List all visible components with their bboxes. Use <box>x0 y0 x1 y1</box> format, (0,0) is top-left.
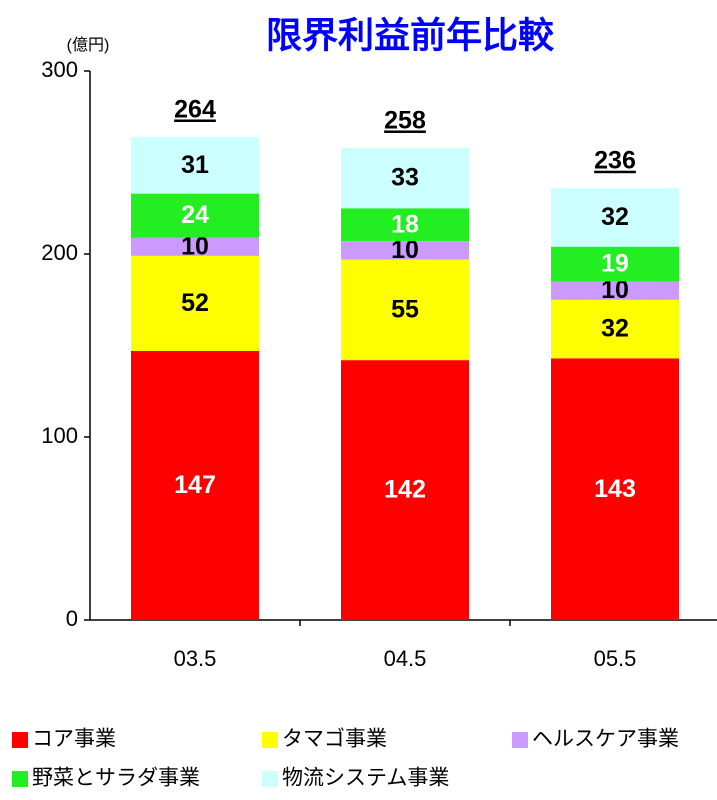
y-unit: (億円) <box>67 36 110 54</box>
legend-label: タマゴ事業 <box>282 728 387 751</box>
bar-segment <box>551 358 679 620</box>
legend-label: 物流システム事業 <box>282 767 449 790</box>
bar-segment <box>341 360 469 620</box>
y-tick-label: 0 <box>66 606 78 631</box>
value-label: 32 <box>601 203 629 231</box>
bar-segment <box>551 188 679 247</box>
x-tick-label: 03.5 <box>174 646 217 671</box>
chart-title: 限界利益前年比較 <box>266 15 555 56</box>
legend-swatch <box>12 732 28 748</box>
bar-segment <box>131 193 259 238</box>
value-label: 143 <box>594 475 636 503</box>
bar-segment <box>131 237 259 256</box>
bar-segment <box>551 281 679 300</box>
bar-segment <box>551 299 679 359</box>
value-label: 19 <box>601 250 629 278</box>
y-tick-label: 200 <box>41 240 78 265</box>
bar-segment <box>131 255 259 351</box>
legend-label: ヘルスケア事業 <box>532 728 679 751</box>
bar-segment <box>341 208 469 242</box>
total-label: 236 <box>594 147 636 175</box>
value-label: 18 <box>391 210 419 238</box>
total-label: 264 <box>174 95 216 123</box>
value-label: 32 <box>601 315 629 343</box>
bar-segment <box>131 350 259 620</box>
value-label: 31 <box>181 151 209 179</box>
legend-label: 野菜とサラダ事業 <box>32 767 200 790</box>
value-label: 33 <box>391 164 419 192</box>
value-label: 55 <box>391 295 419 323</box>
bar-segment <box>341 241 469 260</box>
bar-segment <box>131 136 259 194</box>
legend-swatch <box>12 771 28 787</box>
legend-label: コア事業 <box>32 728 116 751</box>
x-tick-label: 05.5 <box>594 646 637 671</box>
value-label: 52 <box>181 289 209 317</box>
value-label: 24 <box>181 201 209 229</box>
bar-segment <box>341 147 469 209</box>
y-tick-label: 300 <box>41 57 78 82</box>
total-label: 258 <box>384 106 426 134</box>
legend-swatch <box>262 771 278 787</box>
legend-swatch <box>512 732 528 748</box>
value-label: 147 <box>174 471 216 499</box>
legend-swatch <box>262 732 278 748</box>
bar-segment <box>551 246 679 282</box>
y-tick-label: 100 <box>41 423 78 448</box>
x-tick-label: 04.5 <box>384 646 427 671</box>
value-label: 142 <box>384 476 426 504</box>
bar-segment <box>341 259 469 361</box>
